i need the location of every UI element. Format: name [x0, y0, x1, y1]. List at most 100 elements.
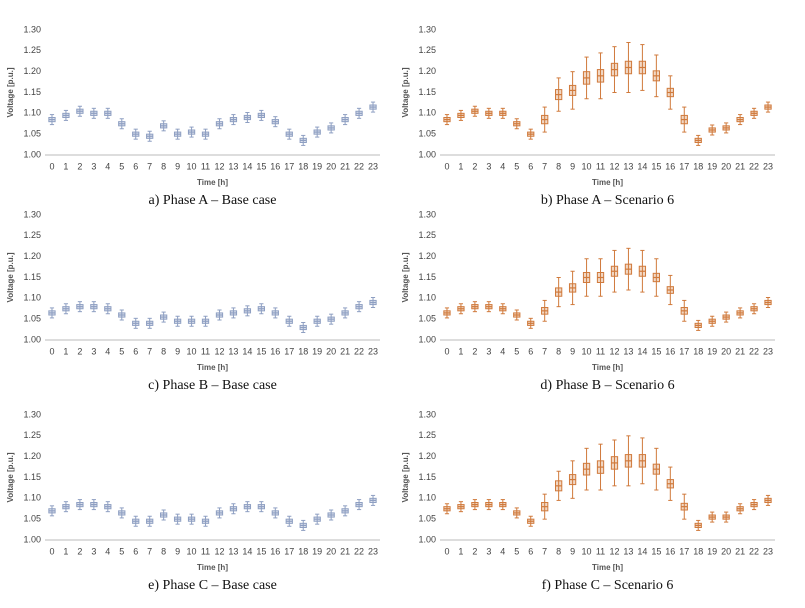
y-tick-label: 1.30	[23, 24, 41, 34]
x-tick-label: 3	[486, 346, 491, 356]
x-tick-label: 4	[500, 346, 505, 356]
x-tick-label: 19	[707, 161, 717, 171]
x-tick-label: 19	[312, 161, 322, 171]
x-tick-label: 0	[444, 546, 449, 556]
x-tick-label: 21	[735, 346, 745, 356]
x-tick-label: 14	[242, 546, 252, 556]
x-tick-label: 1	[458, 546, 463, 556]
x-tick-label: 5	[514, 346, 519, 356]
y-tick-label: 1.05	[23, 514, 41, 524]
x-tick-label: 7	[542, 346, 547, 356]
x-tick-label: 15	[651, 546, 661, 556]
x-tick-label: 17	[284, 546, 294, 556]
x-tick-label: 1	[63, 346, 68, 356]
y-tick-label: 1.30	[418, 409, 436, 419]
y-tick-label: 1.20	[23, 66, 41, 76]
x-tick-label: 5	[119, 346, 124, 356]
x-tick-label: 8	[556, 161, 561, 171]
y-tick-label: 1.00	[23, 149, 41, 159]
x-tick-label: 17	[679, 161, 689, 171]
x-tick-label: 4	[500, 161, 505, 171]
y-axis-label: Voltage [p.u.]	[401, 252, 410, 302]
y-tick-label: 1.00	[23, 534, 41, 544]
x-tick-label: 0	[444, 161, 449, 171]
x-tick-label: 2	[77, 346, 82, 356]
x-tick-label: 22	[749, 161, 759, 171]
x-tick-label: 9	[175, 161, 180, 171]
x-tick-label: 9	[570, 161, 575, 171]
x-tick-label: 13	[623, 161, 633, 171]
x-tick-label: 5	[514, 546, 519, 556]
y-tick-label: 1.05	[418, 314, 436, 324]
x-tick-label: 7	[147, 161, 152, 171]
caption: c) Phase B – Base case	[148, 378, 277, 393]
x-tick-label: 4	[500, 546, 505, 556]
x-tick-label: 17	[284, 161, 294, 171]
y-tick-label: 1.25	[23, 430, 41, 440]
x-tick-label: 3	[486, 546, 491, 556]
y-tick-label: 1.10	[418, 293, 436, 303]
x-tick-label: 22	[354, 546, 364, 556]
x-axis-label: Time [h]	[592, 178, 623, 187]
x-tick-label: 3	[91, 346, 96, 356]
x-tick-label: 9	[175, 546, 180, 556]
y-tick-label: 1.10	[418, 493, 436, 503]
x-tick-label: 0	[49, 546, 54, 556]
x-tick-label: 5	[119, 161, 124, 171]
x-tick-label: 4	[105, 346, 110, 356]
x-tick-label: 1	[458, 161, 463, 171]
x-tick-label: 20	[721, 546, 731, 556]
x-tick-label: 2	[472, 546, 477, 556]
y-tick-label: 1.25	[418, 230, 436, 240]
x-tick-label: 3	[486, 161, 491, 171]
y-tick-label: 1.30	[23, 409, 41, 419]
x-axis-label: Time [h]	[592, 563, 623, 572]
y-tick-label: 1.15	[23, 87, 41, 97]
x-tick-label: 5	[514, 161, 519, 171]
y-tick-label: 1.05	[418, 514, 436, 524]
y-tick-label: 1.05	[23, 314, 41, 324]
x-tick-label: 22	[354, 346, 364, 356]
x-tick-label: 12	[609, 161, 619, 171]
x-axis-label: Time [h]	[197, 178, 228, 187]
x-tick-label: 8	[161, 161, 166, 171]
x-tick-label: 6	[133, 546, 138, 556]
caption: b) Phase A – Scenario 6	[541, 193, 674, 208]
caption: f) Phase C – Scenario 6	[542, 578, 674, 593]
x-tick-label: 16	[270, 346, 280, 356]
x-tick-label: 18	[693, 161, 703, 171]
y-tick-label: 1.00	[23, 334, 41, 344]
x-tick-label: 15	[651, 161, 661, 171]
x-tick-label: 12	[214, 346, 224, 356]
y-tick-label: 1.30	[418, 209, 436, 219]
x-tick-label: 8	[556, 546, 561, 556]
y-tick-label: 1.10	[418, 108, 436, 118]
x-tick-label: 0	[49, 161, 54, 171]
x-tick-label: 9	[570, 546, 575, 556]
x-tick-label: 23	[368, 346, 378, 356]
x-tick-label: 16	[665, 161, 675, 171]
x-tick-label: 6	[528, 546, 533, 556]
y-tick-label: 1.25	[418, 45, 436, 55]
x-tick-label: 8	[161, 546, 166, 556]
x-tick-label: 16	[270, 546, 280, 556]
y-tick-label: 1.00	[418, 334, 436, 344]
x-tick-label: 20	[326, 161, 336, 171]
y-axis-label: Voltage [p.u.]	[6, 452, 15, 502]
x-tick-label: 11	[201, 346, 210, 356]
x-tick-label: 6	[528, 346, 533, 356]
y-tick-label: 1.15	[23, 272, 41, 282]
x-tick-label: 21	[340, 346, 350, 356]
x-tick-label: 20	[326, 546, 336, 556]
y-tick-label: 1.10	[23, 493, 41, 503]
x-tick-label: 9	[570, 346, 575, 356]
x-tick-label: 18	[693, 346, 703, 356]
x-tick-label: 18	[298, 346, 308, 356]
y-tick-label: 1.25	[418, 430, 436, 440]
y-tick-label: 1.15	[418, 272, 436, 282]
x-tick-label: 19	[312, 546, 322, 556]
x-tick-label: 17	[679, 346, 689, 356]
x-tick-label: 10	[187, 546, 197, 556]
x-tick-label: 19	[707, 346, 717, 356]
